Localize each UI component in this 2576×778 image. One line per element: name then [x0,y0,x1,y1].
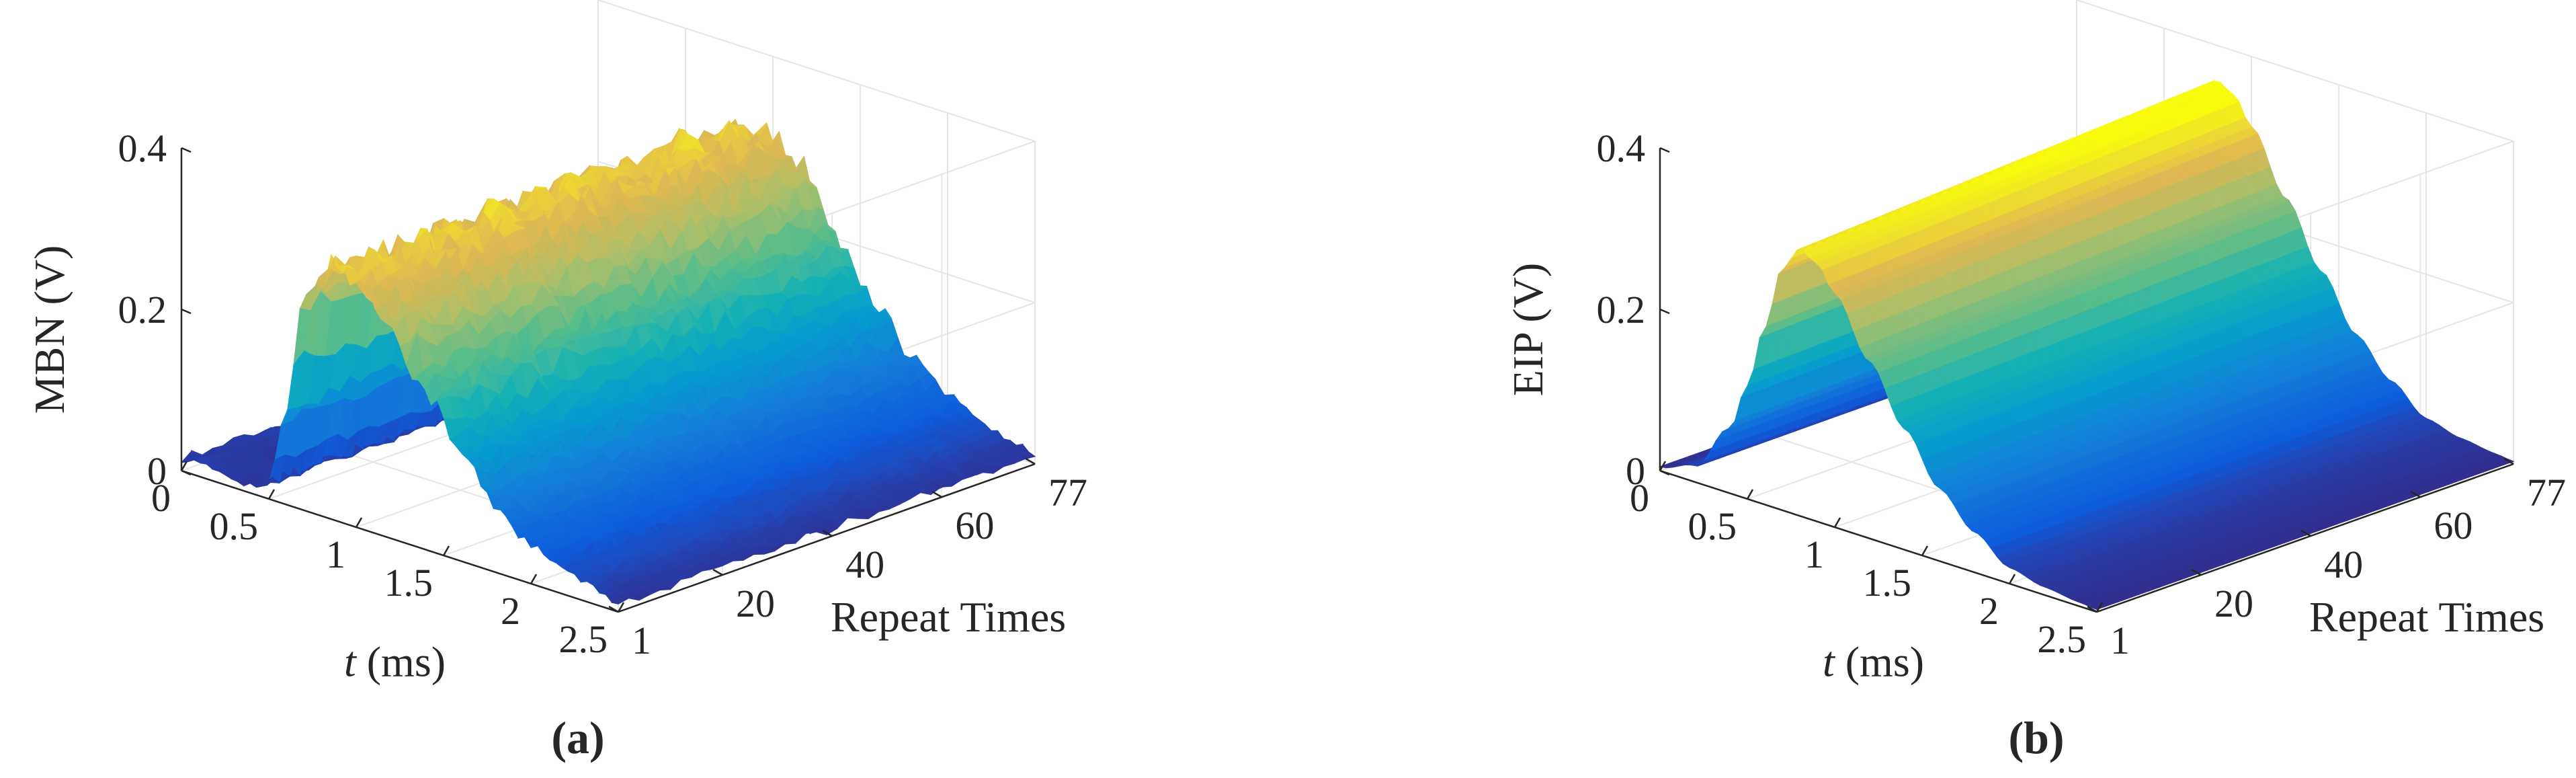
y-tick-label: 40 [845,543,884,586]
z-tick-label: 0.4 [118,126,167,170]
x-axis-label-unit: (ms) [356,638,446,686]
panel-label: (a) [551,712,604,763]
x-tick-label: 0.5 [210,504,259,548]
y-tick-label: 20 [736,582,775,625]
x-tick-label: 2.5 [559,617,608,661]
surface [180,118,1036,605]
y-axis-label: Repeat Times [831,593,1066,641]
y-tick-label: 77 [1048,471,1087,514]
z-tick [181,308,192,315]
z-axis-label: MBN (V) [26,245,73,414]
x-tick-label: 1.5 [384,561,433,605]
z-tick-label: 0.2 [118,288,167,332]
x-tick-label: 2 [501,589,520,633]
surface [1658,79,2515,611]
z-tick [181,147,192,153]
x-tick-label: 0 [151,476,171,520]
y-tick-label: 1 [632,619,651,662]
x-tick-label: 1 [326,533,345,576]
x-axis-label: t (ms) [344,638,446,686]
y-tick-label: 60 [955,504,994,547]
